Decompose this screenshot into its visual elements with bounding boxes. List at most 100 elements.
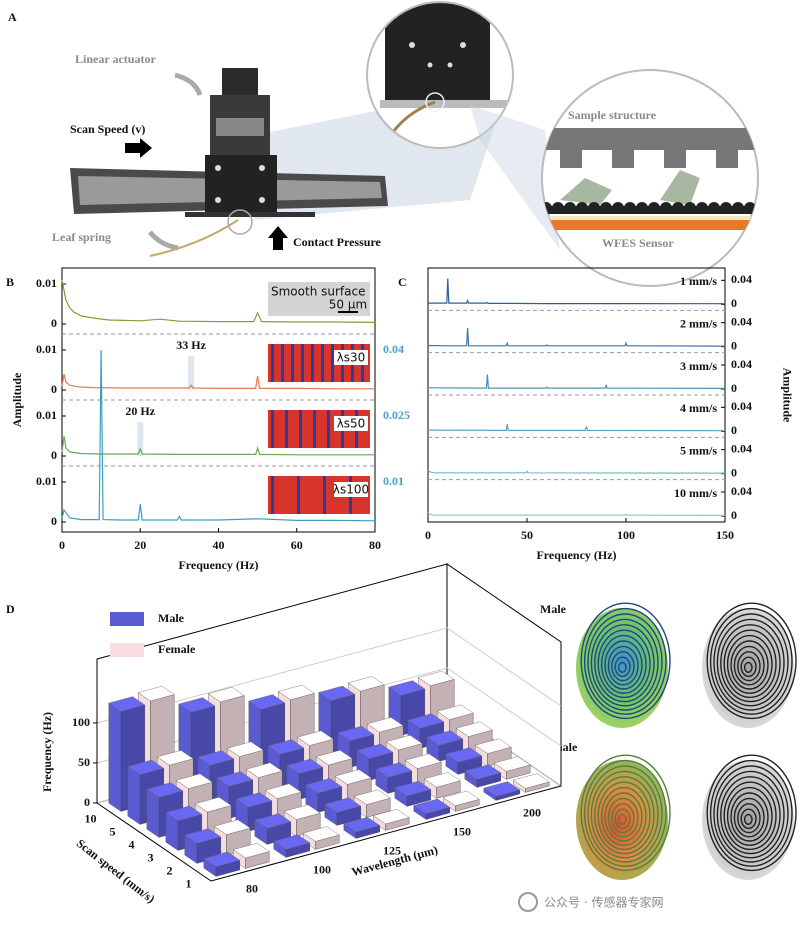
pointer-arrow	[174, 72, 203, 96]
fingerprint-ridge	[583, 607, 667, 715]
fingerprint-ridge	[743, 661, 753, 673]
inset-box	[334, 482, 368, 497]
inset-label: λs100	[333, 483, 369, 497]
x-tick-label: 5	[110, 824, 116, 838]
inset-label: λs50	[337, 417, 366, 431]
carriage	[205, 155, 277, 213]
y-tick-label: 0	[731, 381, 737, 395]
bar-face	[315, 749, 353, 766]
bar-face	[165, 805, 203, 822]
bar-face	[353, 789, 391, 805]
inset-stripe	[271, 410, 274, 448]
layer	[542, 216, 758, 220]
pointer-arrow	[148, 230, 179, 251]
bar	[423, 772, 461, 799]
fingerprint-ridge	[587, 765, 663, 863]
watermark-icon	[518, 892, 538, 912]
floor-edge	[96, 785, 562, 882]
bar-face	[407, 713, 445, 729]
series-label: 5 mm/s	[680, 443, 717, 457]
fingerprint-ridge	[737, 651, 761, 682]
spectrum-line	[61, 435, 375, 456]
sample-tooth	[612, 150, 634, 168]
y-tick-label: 0.01	[36, 276, 57, 290]
bar-face	[337, 725, 375, 742]
hole	[259, 165, 265, 171]
bar	[273, 834, 311, 858]
bar-face	[305, 778, 343, 794]
fingerprint-ridge	[716, 618, 785, 707]
bar	[343, 816, 381, 839]
sensor	[542, 220, 758, 230]
fingerprint-ridge	[580, 602, 671, 720]
highlight-band	[188, 356, 195, 390]
fingerprint-ridge	[597, 781, 651, 851]
side-label: 0.01	[383, 474, 404, 488]
bar-face	[245, 762, 283, 778]
y-tick-label: 0.04	[731, 399, 752, 413]
y-tick-label: 0	[731, 508, 737, 522]
fingerprint-ridge	[597, 629, 651, 699]
bumps	[542, 202, 756, 208]
fingerprint-ridge	[611, 803, 635, 834]
bar-face	[388, 680, 426, 696]
y-tick-label: 0	[51, 448, 57, 462]
fingerprint-ridge	[740, 808, 757, 830]
y-tick-label: 0.04	[731, 357, 752, 371]
y-tick-label: 0	[731, 296, 737, 310]
legend-label: Male	[158, 611, 185, 625]
fingerprint-ridge	[611, 651, 635, 682]
fingerprint-ridge	[743, 813, 753, 825]
y-tick-label: 0.04	[731, 314, 752, 328]
sample-tooth	[664, 150, 686, 168]
bar-face	[366, 717, 404, 733]
fingerprint-ridge	[730, 640, 769, 690]
inset-stripe	[271, 344, 274, 382]
inset-stripe	[281, 344, 284, 382]
y-tick-label: 0	[731, 338, 737, 352]
bar-face	[235, 792, 273, 808]
fingerprint	[576, 608, 668, 728]
y-tick-label: 80	[246, 881, 258, 895]
fingerprint-ridge	[617, 813, 627, 825]
series-label: 3 mm/s	[680, 359, 717, 373]
fingerprint-ridge	[737, 803, 761, 834]
zoom-spot	[425, 92, 445, 112]
series-label: 4 mm/s	[680, 401, 717, 415]
bar-face	[334, 769, 372, 785]
fingerprints: Male Female	[540, 602, 797, 880]
fingerprint-ridge	[733, 797, 765, 838]
bar	[445, 747, 483, 775]
bar	[493, 756, 531, 780]
contact	[660, 170, 700, 205]
label: Male	[540, 602, 567, 616]
inset	[268, 282, 370, 316]
bar-face	[283, 804, 321, 820]
bar-face	[442, 790, 480, 807]
panel-label: C	[398, 275, 407, 289]
fingerprint-ridge	[600, 786, 647, 846]
bar-face	[356, 743, 394, 760]
bar-face	[207, 686, 245, 703]
bar-face	[254, 813, 292, 829]
bar	[232, 842, 270, 869]
panel-label: B	[6, 275, 14, 289]
fingerprint-ridge	[709, 759, 793, 867]
bar-face	[417, 670, 455, 687]
bar-face	[178, 697, 216, 713]
bar-face	[194, 796, 232, 813]
bar-face	[423, 772, 461, 788]
fingerprint-ridge	[604, 792, 643, 842]
x-tick-label: 2	[167, 863, 173, 877]
bar	[394, 780, 432, 807]
series-label: 10 mm/s	[674, 486, 717, 500]
spectrum-line	[427, 374, 726, 389]
highlight-band	[137, 422, 144, 456]
bar-face	[226, 741, 264, 757]
fingerprint-ridge	[723, 629, 777, 699]
bar-face	[156, 750, 194, 766]
scalebar-label: 50 µm	[329, 298, 367, 312]
y-axis-label: Amplitude	[10, 372, 24, 427]
legend-swatch	[110, 643, 144, 657]
